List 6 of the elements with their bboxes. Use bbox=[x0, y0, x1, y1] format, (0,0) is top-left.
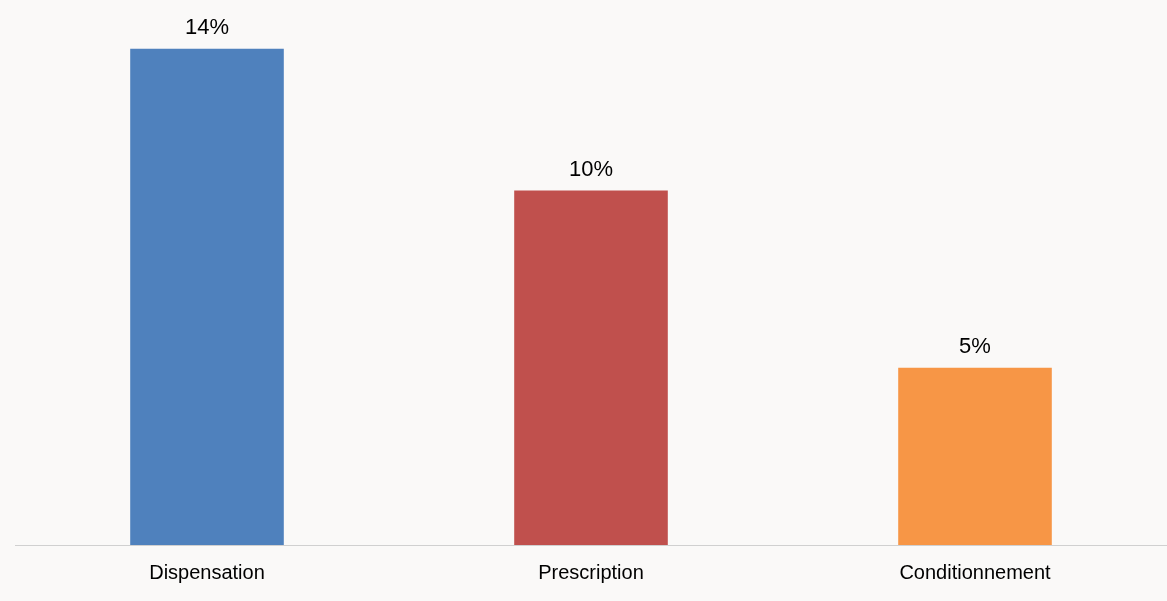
data-label: 5% bbox=[959, 332, 991, 358]
data-label: 10% bbox=[568, 155, 614, 181]
data-label: 14% bbox=[184, 13, 230, 39]
x-tick-label: Prescription bbox=[538, 560, 644, 583]
x-tick-label: Dispensation bbox=[149, 560, 265, 583]
x-tick-label: Conditionnement bbox=[899, 560, 1052, 583]
